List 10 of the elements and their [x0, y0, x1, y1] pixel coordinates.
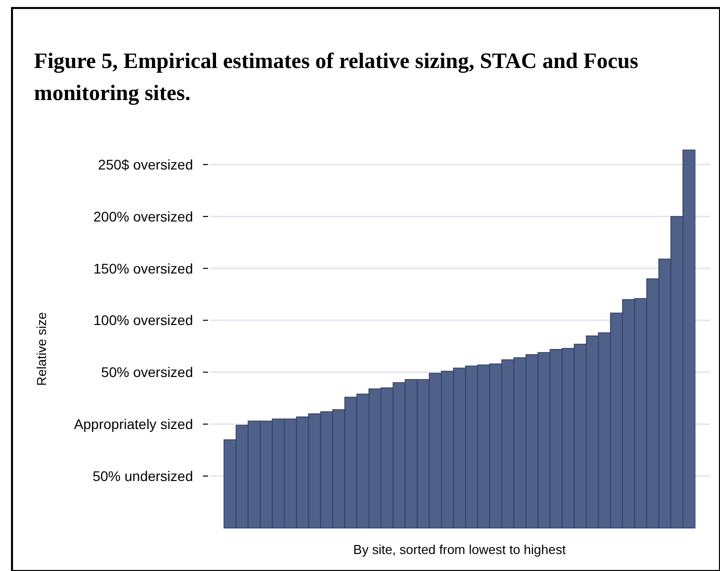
y-axis-title: Relative size	[34, 312, 49, 386]
y-tick-label: 250$ oversized	[98, 156, 193, 172]
chart-title: Figure 5, Empirical estimates of relative sizing, STAC and Focus monitoring sites.	[34, 48, 639, 105]
y-tick-label: 100% oversized	[93, 312, 193, 328]
y-tick-label: 150% oversized	[93, 260, 193, 276]
y-tick-label: 50% undersized	[92, 468, 193, 484]
y-tick-label: Appropriately sized	[74, 416, 193, 432]
y-tick-label: 200% oversized	[93, 208, 193, 224]
y-tick-label: 50% oversized	[101, 364, 193, 380]
x-axis-title: By site, sorted from lowest to highest	[353, 542, 566, 557]
